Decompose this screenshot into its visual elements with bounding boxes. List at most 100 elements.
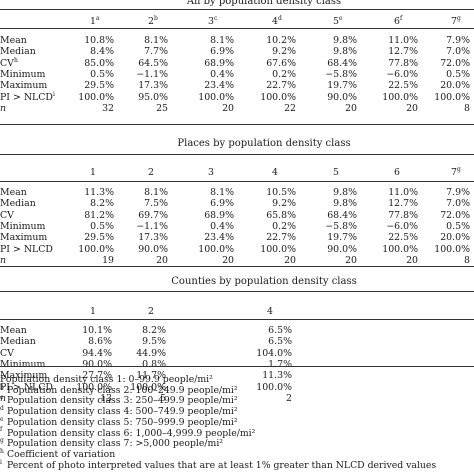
section-title: Places by population density class xyxy=(177,138,351,149)
table-cell: 7.9% xyxy=(446,187,470,198)
table-cell: 90.0% xyxy=(138,243,168,255)
table-cell: 11.3% xyxy=(84,187,114,198)
section-top-rule xyxy=(0,154,474,155)
table-cell: 7.9% xyxy=(446,35,470,46)
table-cell: 100.0% xyxy=(78,243,114,255)
table-cell: 8.1% xyxy=(144,35,168,46)
table-cell: 8.1% xyxy=(210,35,234,46)
table-cell: 10.1% xyxy=(82,325,112,336)
footnote-text: Population density class 2: 100–249.9 pe… xyxy=(7,384,238,396)
table-cell: 23.4% xyxy=(204,232,234,244)
table-cell: 90.0% xyxy=(82,358,112,370)
row-label: Mean xyxy=(0,326,27,335)
row-label-text: Minimum xyxy=(0,68,46,80)
table-cell: 72.0% xyxy=(440,57,470,69)
table-cell: 5 xyxy=(160,392,166,404)
row-label: CVh xyxy=(0,56,18,68)
table-cell: 8.2% xyxy=(90,198,114,210)
column-header: 6f xyxy=(394,15,402,27)
table-cell: 12.7% xyxy=(388,46,418,58)
table-cell: 0.2% xyxy=(272,220,296,232)
row-label: PI > NLCDi xyxy=(0,90,55,103)
table-cell: 22 xyxy=(284,102,296,114)
table-cell: 10.2% xyxy=(266,35,296,46)
table-cell: 68.4% xyxy=(327,209,357,221)
table-cell: 32 xyxy=(102,102,114,114)
table-cell: 90.0% xyxy=(327,91,357,103)
row-label: Median xyxy=(0,47,36,56)
column-header: 7g xyxy=(451,166,461,177)
column-header-number: 6 xyxy=(394,16,400,27)
table-cell: 17.3% xyxy=(138,232,168,244)
table-cell: 68.9% xyxy=(204,209,234,221)
column-header-number: 4 xyxy=(272,16,278,27)
row-label-text: CV xyxy=(0,347,14,359)
table-cell: 22.5% xyxy=(388,232,418,244)
table-cell: 2 xyxy=(286,392,292,404)
table-cell: 9.2% xyxy=(272,46,296,58)
row-label: Minimum xyxy=(0,360,45,369)
column-header: 5e xyxy=(333,14,343,26)
column-header-footnote-mark: e xyxy=(338,14,343,22)
row-label: Median xyxy=(0,199,36,208)
table-cell: 8.4% xyxy=(90,46,114,58)
table-cell: 11.3% xyxy=(262,370,292,382)
section-bottom-rule xyxy=(0,366,474,367)
row-label: Minimum xyxy=(0,222,45,231)
table-cell: 0.5% xyxy=(446,220,470,232)
table-cell: 8.6% xyxy=(88,336,112,348)
section-bottom-rule xyxy=(0,124,474,125)
footnote: Population density class 1: 0–99.9 peopl… xyxy=(0,375,213,384)
table-cell: 67.6% xyxy=(266,57,296,69)
table-cell: 9.8% xyxy=(333,35,357,46)
footnote: b Population density class 2: 100–249.9 p… xyxy=(0,383,238,396)
table-cell: 90.0% xyxy=(327,243,357,255)
table-cell: 0.4% xyxy=(210,220,234,232)
table-cell: 9.8% xyxy=(333,187,357,198)
table-cell: −5.8% xyxy=(325,68,357,80)
row-label: PI > NLCD xyxy=(0,382,53,392)
footnote-text: Population density class 5: 750–999.9 pe… xyxy=(7,416,238,428)
footnote-text: Percent of photo interpreted values that… xyxy=(7,459,437,471)
column-header-footnote-mark: c xyxy=(213,14,218,22)
table-cell: −1.1% xyxy=(136,220,168,232)
table-cell: 100.0% xyxy=(434,243,470,255)
table-cell: 100.0% xyxy=(198,243,234,255)
section-top-rule xyxy=(0,9,474,10)
table-cell: 7.0% xyxy=(446,46,470,58)
row-label-text: Mean xyxy=(0,35,27,46)
table-cell: 20 xyxy=(284,254,296,266)
table-cell: 68.9% xyxy=(204,57,234,69)
table-cell: 0.5% xyxy=(446,68,470,80)
row-label: Mean xyxy=(0,188,27,197)
row-label-text: Mean xyxy=(0,325,27,336)
section-title: Counties by population density class xyxy=(171,276,357,287)
row-label-text: PI > NLCD xyxy=(0,91,53,103)
row-label-footnote-mark: i xyxy=(52,90,55,98)
column-header-number: 7 xyxy=(451,16,457,27)
column-header: 1a xyxy=(90,14,100,27)
row-label-text: Maximum xyxy=(0,232,48,244)
table-cell: 8 xyxy=(464,254,470,266)
footnote: f Population density class 6: 1,000–4,999… xyxy=(0,426,256,439)
column-header-number: 3 xyxy=(208,167,214,178)
table-cell: 22.5% xyxy=(388,80,418,92)
column-header-number: 1 xyxy=(90,167,96,178)
section-top-rule xyxy=(0,291,474,292)
table-cell: 7.0% xyxy=(446,198,470,210)
table-cell: 100.0% xyxy=(76,381,112,393)
table-cell: 85.0% xyxy=(84,57,114,69)
row-label-text: Minimum xyxy=(0,220,46,232)
column-header-footnote-mark: a xyxy=(95,14,100,22)
table-cell: 9.8% xyxy=(333,198,357,210)
table-cell: 12.7% xyxy=(388,198,418,210)
column-header: 3c xyxy=(208,14,218,26)
table-cell: 6.9% xyxy=(210,46,234,58)
row-label-text: Minimum xyxy=(0,358,46,370)
row-label-footnote-mark: h xyxy=(13,56,18,64)
row-label: Maximum xyxy=(0,371,47,380)
column-header-footnote-mark: b xyxy=(153,14,158,22)
footnote-text: Population density class 4: 500–749.9 pe… xyxy=(7,406,238,418)
column-header-number: 1 xyxy=(90,16,96,27)
table-cell: 72.0% xyxy=(440,209,470,221)
